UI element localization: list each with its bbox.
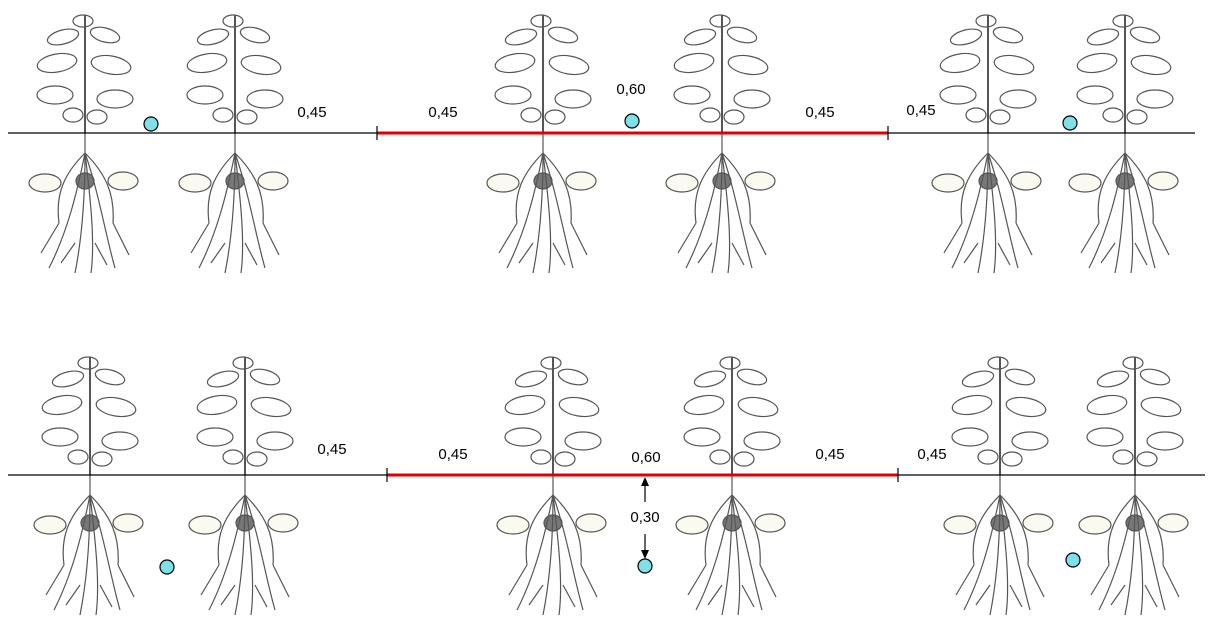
plant (1069, 15, 1178, 273)
distance-label: 0,45 (815, 446, 844, 463)
distance-label: 0,45 (428, 104, 457, 121)
distance-label: 0,60 (631, 449, 660, 466)
plant (497, 357, 606, 615)
planting-diagram: 0,45 0,45 0,60 0,45 0,45 0,45 0,45 0,60 … (0, 0, 1209, 619)
arrow-head (641, 477, 649, 486)
plant (34, 357, 143, 615)
drip-emitter (638, 559, 652, 573)
drip-emitter (144, 117, 158, 131)
distance-label: 0,60 (616, 81, 645, 98)
plant (1079, 357, 1188, 615)
drip-emitter (1066, 553, 1080, 567)
plant (487, 15, 596, 273)
distance-label: 0,45 (438, 446, 467, 463)
plant (189, 357, 298, 615)
plant (666, 15, 775, 273)
plant (944, 357, 1053, 615)
drip-emitter (1063, 116, 1077, 130)
depth-label: 0,30 (630, 509, 659, 526)
plant (179, 15, 288, 273)
drip-emitter (160, 560, 174, 574)
plant (29, 15, 138, 273)
arrow-head (641, 550, 649, 559)
distance-label: 0,45 (805, 104, 834, 121)
plant (932, 15, 1041, 273)
distance-label: 0,45 (297, 104, 326, 121)
row-top: 0,45 0,45 0,60 0,45 0,45 (8, 15, 1195, 273)
drip-emitter (625, 114, 639, 128)
distance-label: 0,45 (906, 102, 935, 119)
plant (676, 357, 785, 615)
row-bottom: 0,45 0,45 0,60 0,45 0,45 0,30 (8, 357, 1205, 615)
distance-label: 0,45 (917, 446, 946, 463)
distance-label: 0,45 (317, 441, 346, 458)
